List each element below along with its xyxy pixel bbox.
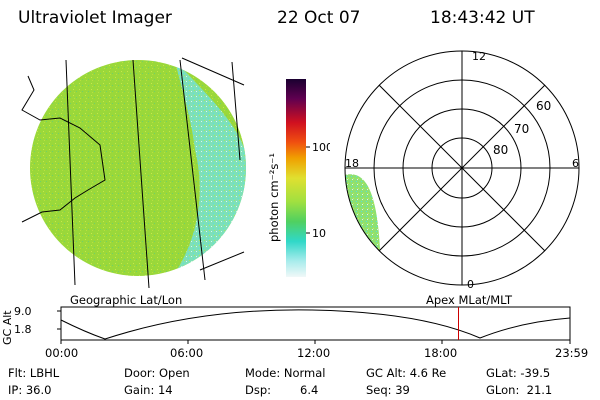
orbit-xtick-2359: 23:59 — [555, 346, 589, 360]
coastline — [21, 75, 106, 223]
info-glat: GLat: -39.5 — [486, 366, 551, 380]
instrument-title: Ultraviolet Imager — [18, 8, 172, 28]
meridian-lines — [65, 57, 245, 289]
info-gc-alt: GC Alt: 4.6 Re — [366, 366, 447, 380]
info-filter: Flt: LBHL — [8, 366, 60, 380]
mlt-label-12: 12 — [472, 50, 486, 63]
polar-meridian-diag2 — [378, 84, 546, 252]
apex-label: Apex MLat/MLT — [426, 293, 513, 307]
date-label: 22 Oct 07 — [277, 8, 361, 28]
lat-label-60: 60 — [536, 99, 551, 113]
orbit-xtick-0000: 00:00 — [45, 346, 79, 360]
info-mode: Mode: Normal — [245, 366, 326, 380]
auroral-oval — [345, 174, 380, 254]
orbit-altitude-curve — [60, 309, 571, 340]
lat-label-70: 70 — [514, 122, 529, 136]
info-dsp-value: 6.4 — [300, 383, 319, 397]
colorbar-label-100: 100 — [312, 141, 330, 154]
orbit-ylabel: GC Alt — [1, 310, 14, 345]
orbit-ytick-1.8: 1.8 — [14, 323, 32, 336]
geographic-label: Geographic Lat/Lon — [70, 293, 183, 307]
info-ip: IP: 36.0 — [8, 383, 52, 397]
info-door: Door: Open — [124, 366, 190, 380]
orbit-xtick-0600: 06:00 — [170, 346, 204, 360]
mlt-label-18: 18 — [345, 157, 359, 170]
colorbar: 100 10 photon cm⁻²s⁻¹ — [267, 79, 330, 277]
geographic-image — [21, 57, 246, 289]
polar-plot: 12 18 6 0 60 70 80 — [344, 50, 580, 291]
time-label: 18:43:42 UT — [430, 8, 535, 28]
info-glon: GLon: 21.1 — [486, 383, 553, 397]
colorbar-label-10: 10 — [312, 227, 326, 240]
orbit-ytick-9: 9.0 — [14, 305, 32, 318]
colorbar-gradient — [286, 79, 306, 277]
info-seq: Seq: 39 — [366, 383, 410, 397]
colorbar-unit-label: photon cm⁻²s⁻¹ — [267, 153, 281, 242]
orbit-xtick-1800: 18:00 — [424, 346, 458, 360]
lat-label-80: 80 — [493, 143, 508, 157]
mlt-label-0: 0 — [467, 278, 474, 291]
mlt-label-6: 6 — [572, 157, 579, 170]
orbit-altitude-plot: 9.0 1.8 GC Alt — [1, 305, 571, 345]
orbit-xtick-1200: 12:00 — [297, 346, 331, 360]
info-dsp-label: Dsp: — [245, 383, 272, 397]
info-gain: Gain: 14 — [124, 383, 173, 397]
orbit-plot-frame — [60, 306, 571, 341]
